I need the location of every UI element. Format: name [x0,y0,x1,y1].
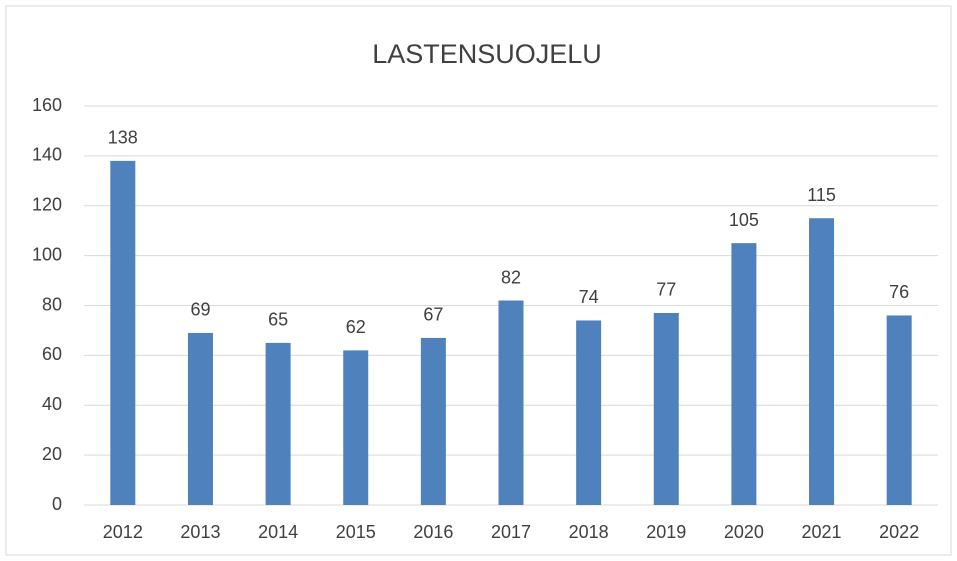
data-label: 115 [807,185,836,205]
bar [498,300,524,505]
bar [576,320,602,505]
data-label: 138 [108,128,138,148]
x-tick-label: 2021 [802,522,842,542]
bar [187,332,213,505]
bar [265,342,291,505]
y-tick-label: 160 [32,95,62,115]
y-tick-label: 0 [52,494,62,514]
chart-border [5,5,952,556]
x-tick-label: 2014 [258,522,298,542]
chart-title: LASTENSUOJELU [372,39,602,69]
data-label: 105 [729,210,759,230]
data-label: 76 [889,282,909,302]
bar [886,315,912,505]
x-tick-label: 2015 [336,522,376,542]
x-tick-label: 2012 [103,522,143,542]
data-label: 62 [346,317,366,337]
data-label: 74 [579,287,599,307]
x-tick-label: 2019 [646,522,686,542]
y-tick-label: 40 [42,394,62,414]
data-label: 65 [268,310,288,330]
bar [420,337,446,505]
bar [343,350,369,505]
bar [110,160,136,506]
x-tick-label: 2022 [879,522,919,542]
x-tick-label: 2016 [413,522,453,542]
x-tick-label: 2018 [569,522,609,542]
y-tick-label: 100 [32,244,62,264]
bar [809,218,835,505]
y-tick-label: 20 [42,444,62,464]
x-tick-label: 2020 [724,522,764,542]
x-tick-label: 2013 [180,522,220,542]
data-label: 82 [501,267,521,287]
data-label: 69 [190,300,210,320]
y-tick-label: 120 [32,195,62,215]
bar [731,243,757,505]
data-label: 67 [423,305,443,325]
y-tick-label: 60 [42,344,62,364]
y-tick-label: 80 [42,294,62,314]
x-tick-label: 2017 [491,522,531,542]
data-label: 77 [656,280,676,300]
y-tick-label: 140 [32,145,62,165]
bar [653,312,679,505]
